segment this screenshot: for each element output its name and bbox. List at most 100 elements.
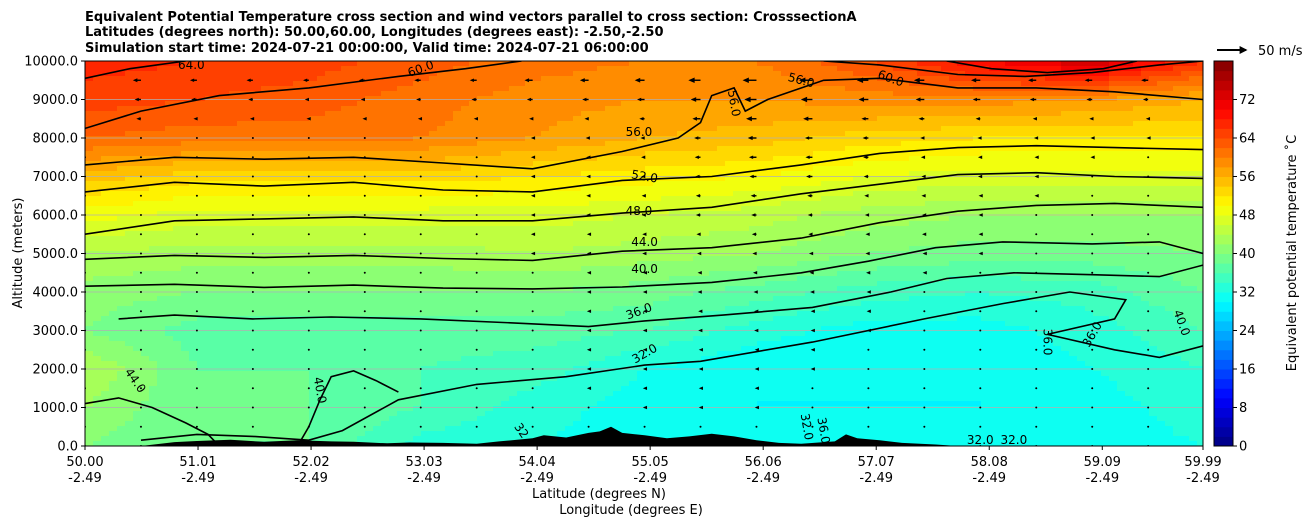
heatmap-cell — [349, 216, 358, 222]
heatmap-cell — [325, 231, 334, 237]
heatmap-cell — [981, 191, 990, 197]
heatmap-cell — [805, 131, 814, 137]
heatmap-cell — [1157, 141, 1166, 147]
heatmap-cell — [525, 76, 534, 82]
heatmap-cell — [725, 76, 734, 82]
heatmap-cell — [709, 146, 718, 152]
heatmap-cell — [669, 86, 678, 92]
heatmap-cell — [949, 116, 958, 122]
heatmap-cell — [1197, 191, 1203, 197]
heatmap-cell — [805, 176, 814, 182]
heatmap-cell — [773, 181, 782, 187]
heatmap-cell — [853, 181, 862, 187]
heatmap-cell — [221, 176, 230, 182]
heatmap-cell — [357, 136, 366, 142]
heatmap-cell — [373, 136, 382, 142]
heatmap-cell — [477, 196, 486, 202]
heatmap-cell — [365, 126, 374, 132]
heatmap-cell — [589, 61, 598, 67]
heatmap-cell — [741, 156, 750, 162]
heatmap-cell — [1109, 181, 1118, 187]
heatmap-cell — [389, 146, 398, 152]
heatmap-cell — [421, 216, 430, 222]
heatmap-cell — [717, 116, 726, 122]
heatmap-cell — [733, 121, 742, 127]
heatmap-cell — [733, 146, 742, 152]
heatmap-cell — [357, 91, 366, 97]
heatmap-cell — [1077, 231, 1086, 237]
heatmap-cell — [1165, 211, 1174, 217]
heatmap-cell — [533, 176, 542, 182]
heatmap-cell — [933, 111, 942, 117]
heatmap-cell — [829, 91, 838, 97]
heatmap-cell — [445, 96, 454, 102]
heatmap-cell — [957, 231, 966, 237]
heatmap-cell — [1005, 216, 1014, 222]
heatmap-cell — [813, 171, 822, 177]
heatmap-cell — [677, 91, 686, 97]
heatmap-cell — [709, 176, 718, 182]
heatmap-cell — [277, 121, 286, 127]
heatmap-cell — [453, 186, 462, 192]
heatmap-cell — [933, 121, 942, 127]
heatmap-cell — [1157, 136, 1166, 142]
heatmap-cell — [109, 231, 118, 237]
heatmap-cell — [333, 116, 342, 122]
heatmap-cell — [709, 126, 718, 132]
heatmap-cell — [213, 141, 222, 147]
heatmap-cell — [189, 86, 198, 92]
heatmap-cell — [237, 76, 246, 82]
heatmap-cell — [973, 206, 982, 212]
heatmap-cell — [645, 196, 654, 202]
heatmap-cell — [597, 126, 606, 132]
heatmap-cell — [781, 116, 790, 122]
heatmap-cell — [709, 166, 718, 172]
heatmap-cell — [1149, 106, 1158, 112]
heatmap-cell — [885, 111, 894, 117]
heatmap-cell — [213, 66, 222, 72]
heatmap-cell — [277, 176, 286, 182]
heatmap-cell — [477, 96, 486, 102]
heatmap-cell — [757, 66, 766, 72]
heatmap-cell — [453, 226, 462, 232]
heatmap-cell — [493, 71, 502, 77]
heatmap-cell — [1021, 161, 1030, 167]
heatmap-cell — [949, 161, 958, 167]
heatmap-cell — [669, 211, 678, 217]
heatmap-cell — [949, 151, 958, 157]
heatmap-cell — [509, 96, 518, 102]
heatmap-cell — [765, 131, 774, 137]
heatmap-cell — [629, 126, 638, 132]
heatmap-cell — [333, 201, 342, 207]
heatmap-cell — [725, 151, 734, 157]
heatmap-cell — [525, 106, 534, 112]
heatmap-cell — [597, 206, 606, 212]
heatmap-cell — [645, 141, 654, 147]
heatmap-cell — [477, 206, 486, 212]
heatmap-cell — [1141, 216, 1150, 222]
heatmap-cell — [149, 191, 158, 197]
heatmap-cell — [461, 186, 470, 192]
heatmap-cell — [1125, 211, 1134, 217]
heatmap-cell — [109, 61, 118, 67]
heatmap-cell — [1077, 141, 1086, 147]
heatmap-cell — [437, 196, 446, 202]
heatmap-cell — [1125, 71, 1134, 77]
heatmap-cell — [589, 201, 598, 207]
heatmap-cell — [373, 106, 382, 112]
heatmap-cell — [677, 131, 686, 137]
heatmap-cell — [373, 151, 382, 157]
heatmap-cell — [549, 236, 558, 242]
heatmap-cell — [629, 81, 638, 87]
heatmap-cell — [701, 236, 710, 242]
heatmap-cell — [485, 126, 494, 132]
heatmap-cell — [101, 196, 110, 202]
heatmap-cell — [533, 151, 542, 157]
heatmap-cell — [1085, 106, 1094, 112]
heatmap-cell — [613, 171, 622, 177]
heatmap-cell — [397, 201, 406, 207]
heatmap-cell — [1013, 176, 1022, 182]
heatmap-cell — [157, 221, 166, 227]
heatmap-cell — [421, 206, 430, 212]
heatmap-cell — [149, 91, 158, 97]
